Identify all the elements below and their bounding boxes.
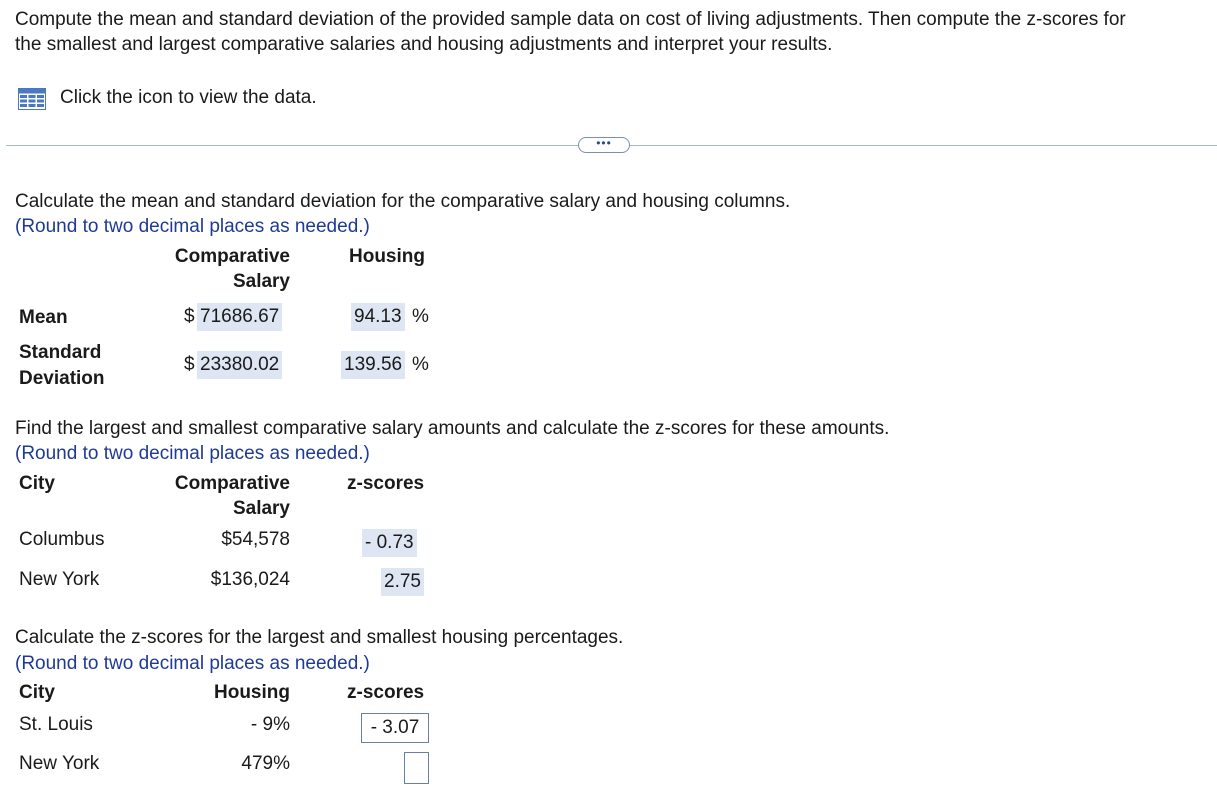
mean-housing-percent: % (412, 306, 429, 327)
part3-round-note: (Round to two decimal places as needed.) (15, 653, 370, 674)
part2-row1-zscore-answer[interactable]: - 0.73 (362, 529, 417, 557)
mean-housing-answer[interactable]: 94.13 (351, 303, 405, 331)
part3-row2-zscore-input[interactable] (404, 752, 429, 784)
part3-row1-zscore-input[interactable]: - 3.07 (361, 713, 429, 743)
col-header-housing: Housing (349, 246, 425, 267)
part2-instruction: Find the largest and smallest comparativ… (15, 418, 890, 439)
sd-housing-answer[interactable]: 139.56 (341, 351, 406, 379)
part3-row2-housing: 479% (241, 753, 290, 774)
part2-col-header-comparative: Comparative (174, 473, 290, 494)
part3-col-header-housing: Housing (214, 682, 290, 703)
sd-housing-percent: % (412, 354, 429, 375)
part2-col-header-city: City (19, 473, 55, 494)
part2-row1-city: Columbus (19, 529, 105, 550)
sd-label-line-1: Standard (19, 342, 102, 363)
mean-label: Mean (19, 307, 68, 328)
sd-label-line-2: Deviation (19, 368, 105, 389)
view-data-link[interactable]: Click the icon to view the data. (60, 87, 317, 108)
part3-col-header-zscores: z-scores (347, 682, 425, 703)
part3-col-header-city: City (19, 682, 55, 703)
part3-instruction: Calculate the z-scores for the largest a… (15, 627, 624, 648)
col-header-salary: Salary (232, 271, 290, 292)
sd-salary-answer[interactable]: 23380.02 (197, 351, 283, 379)
more-options-button[interactable]: ••• (578, 137, 630, 153)
part2-col-header-salary: Salary (232, 498, 290, 519)
part3-row2-city: New York (19, 753, 100, 774)
part2-row2-salary: $136,024 (210, 569, 290, 590)
mean-salary-dollar-sign: $ (184, 306, 195, 327)
question-line-2: the smallest and largest comparative sal… (15, 34, 833, 55)
part3-row1-housing: - 9% (250, 714, 290, 735)
part3-row1-city: St. Louis (19, 714, 93, 735)
part1-round-note: (Round to two decimal places as needed.) (15, 216, 370, 237)
part2-row1-salary: $54,578 (221, 529, 290, 550)
part1-instruction: Calculate the mean and standard deviatio… (15, 191, 791, 212)
part2-row2-zscore-answer[interactable]: 2.75 (381, 568, 424, 596)
table-icon[interactable] (18, 88, 46, 110)
sd-salary-dollar-sign: $ (184, 354, 195, 375)
part2-row2-city: New York (19, 569, 100, 590)
question-line-1: Compute the mean and standard deviation … (15, 9, 1126, 30)
part2-col-header-zscores: z-scores (347, 473, 425, 494)
part2-round-note: (Round to two decimal places as needed.) (15, 443, 370, 464)
mean-salary-answer[interactable]: 71686.67 (197, 303, 283, 331)
col-header-comparative: Comparative (174, 246, 290, 267)
